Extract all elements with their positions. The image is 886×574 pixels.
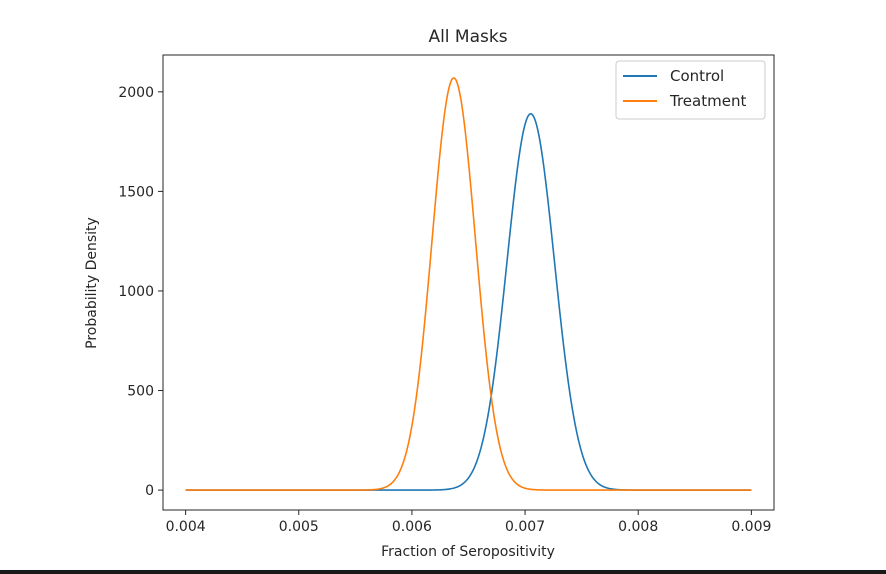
chart-title: All Masks: [428, 27, 507, 47]
series-line-treatment: [185, 77, 752, 491]
y-tick-label: 0: [145, 483, 154, 499]
x-tick-label: 0.005: [279, 519, 319, 535]
bottom-border: [0, 570, 886, 574]
x-tick-label: 0.009: [731, 519, 771, 535]
x-tick-label: 0.004: [166, 519, 206, 535]
y-axis-label: Probability Density: [84, 217, 100, 349]
x-tick-label: 0.006: [392, 519, 432, 535]
series-layer: [185, 77, 752, 491]
y-tick-label: 1500: [118, 184, 154, 200]
legend-label-control: Control: [670, 67, 724, 85]
legend: Control Treatment: [615, 60, 766, 120]
axes-frame: [162, 54, 775, 511]
legend-label-treatment: Treatment: [669, 92, 746, 110]
y-tick-label: 500: [127, 384, 154, 400]
y-tick-label: 2000: [118, 85, 154, 101]
y-axis-ticks: 0 500 1000 1500 2000: [118, 85, 163, 499]
x-tick-label: 0.007: [505, 519, 545, 535]
y-tick-label: 1000: [118, 284, 154, 300]
x-axis-ticks: 0.004 0.005 0.006 0.007 0.008 0.009: [166, 510, 771, 535]
x-tick-label: 0.008: [618, 519, 658, 535]
x-axis-label: Fraction of Seropositivity: [381, 544, 555, 560]
